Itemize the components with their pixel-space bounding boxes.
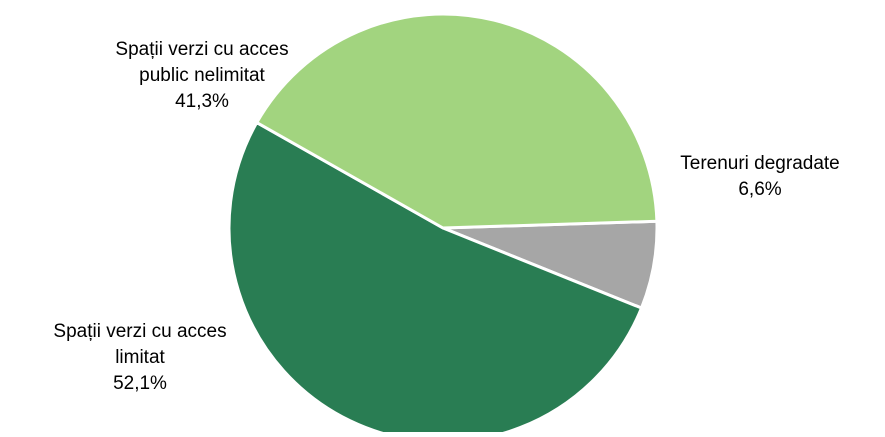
pie-slice-public-unlimited: [255, 12, 659, 230]
pie-slice-limited-access: [227, 121, 643, 437]
slice-label-degraded-land: Terenuri degradate 6,6%: [660, 151, 860, 203]
slice-value-degraded: 6,6%: [738, 179, 782, 200]
slice-label-degraded-line1: Terenuri degradate: [680, 153, 840, 174]
slice-label-public-unlimited: Spații verzi cu acces public nelimitat 4…: [52, 37, 352, 115]
slice-value-limited: 52,1%: [113, 373, 167, 394]
slice-label-limited-line1: Spații verzi cu acces: [53, 321, 227, 342]
slice-label-public-line1: Spații verzi cu acces: [115, 39, 289, 60]
slice-value-public: 41,3%: [175, 91, 229, 112]
slice-label-limited-access: Spații verzi cu acces limitat 52,1%: [0, 319, 290, 397]
slice-label-public-line2: public nelimitat: [139, 65, 265, 86]
slice-label-limited-line2: limitat: [115, 347, 165, 368]
